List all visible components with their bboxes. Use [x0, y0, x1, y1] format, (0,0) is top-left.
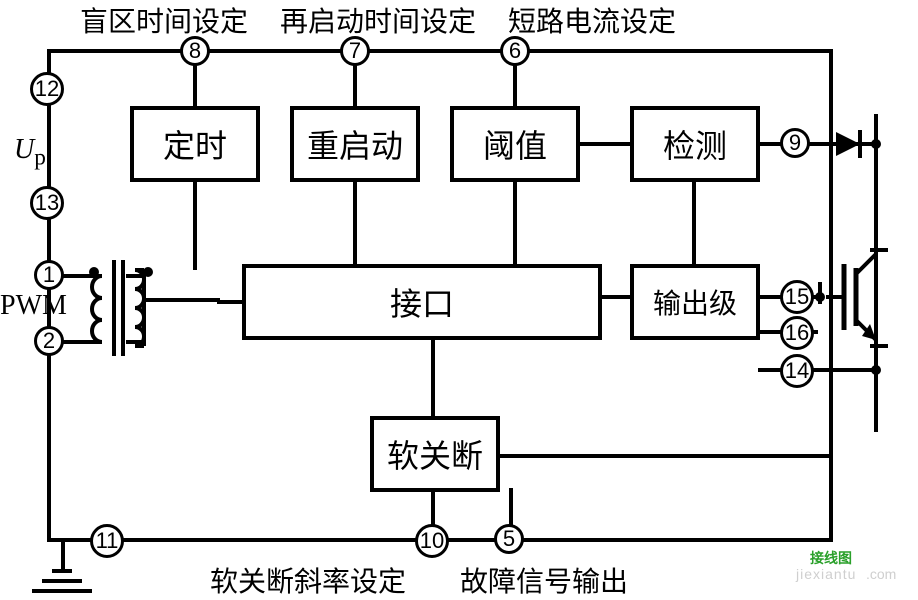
pin-label: 6: [509, 38, 521, 64]
watermark-cn: 接线图: [810, 548, 852, 568]
box-detect: 检测: [630, 106, 760, 182]
pin-14: 14: [780, 354, 814, 388]
box-detect-label: 检测: [663, 121, 727, 167]
pin-11: 11: [90, 524, 124, 558]
box-timing: 定时: [130, 106, 260, 182]
pin-10: 10: [415, 524, 449, 558]
pin-label: 16: [785, 320, 809, 346]
pin-label: 1: [43, 262, 55, 288]
diagram-stage: { "canvas": { "width": 918, "height": 59…: [0, 0, 918, 593]
label-short-current: 短路电流设定: [508, 0, 676, 40]
label-soft-slope: 软关断斜率设定: [210, 560, 406, 600]
box-interface: 接口: [242, 264, 602, 340]
box-softoff-label: 软关断: [387, 431, 483, 477]
pin-1: 1: [34, 260, 64, 290]
pin-label: 8: [189, 38, 201, 64]
watermark-en2: .com: [866, 566, 896, 582]
label-restart-time: 再启动时间设定: [280, 0, 476, 40]
pin-8: 8: [180, 36, 210, 66]
box-softoff: 软关断: [370, 416, 500, 492]
watermark-en1: jiexiantu: [796, 566, 856, 582]
pin-6: 6: [500, 36, 530, 66]
pin-label: 5: [503, 526, 515, 552]
label-fault-output: 故障信号输出: [460, 560, 628, 600]
pin-label: 10: [420, 528, 444, 554]
box-restart-label: 重启动: [307, 121, 403, 167]
pin-7: 7: [340, 36, 370, 66]
pin-12: 12: [30, 72, 64, 106]
label-blind-time: 盲区时间设定: [80, 0, 248, 40]
pin-5: 5: [494, 524, 524, 554]
pin-16: 16: [780, 316, 814, 350]
box-interface-label: 接口: [390, 279, 454, 325]
label-up: Up: [14, 134, 46, 172]
pin-label: 15: [785, 284, 809, 310]
pin-label: 14: [785, 358, 809, 384]
label-pwm: PWM: [0, 290, 67, 322]
box-restart: 重启动: [290, 106, 420, 182]
pin-label: 12: [35, 76, 59, 102]
box-output-label: 输出级: [653, 282, 737, 322]
pin-13: 13: [30, 186, 64, 220]
pin-label: 7: [349, 38, 361, 64]
box-threshold-label: 阈值: [483, 121, 547, 167]
pin-label: 9: [789, 130, 801, 156]
pin-label: 11: [96, 528, 119, 554]
box-timing-label: 定时: [163, 121, 227, 167]
box-output: 输出级: [630, 264, 760, 340]
pin-2: 2: [34, 326, 64, 356]
pin-label: 2: [43, 328, 55, 354]
box-threshold: 阈值: [450, 106, 580, 182]
pin-15: 15: [780, 280, 814, 314]
pin-label: 13: [35, 190, 59, 216]
pin-9: 9: [780, 128, 810, 158]
